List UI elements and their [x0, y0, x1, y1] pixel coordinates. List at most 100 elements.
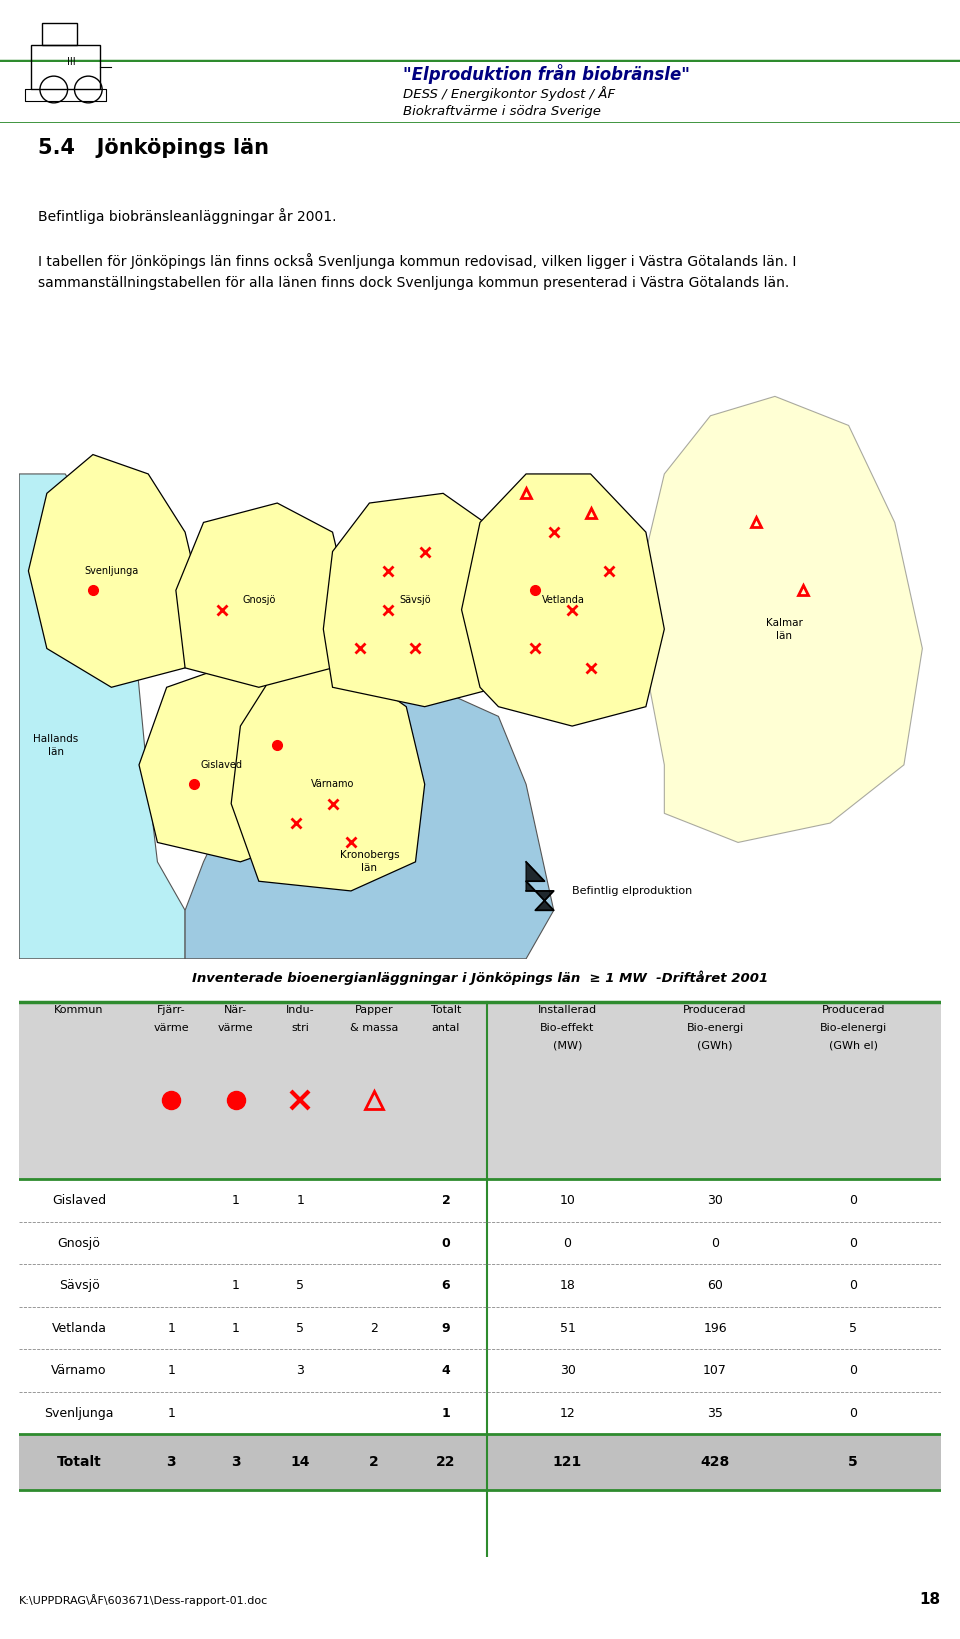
Text: (MW): (MW) [553, 1041, 582, 1051]
Text: 22: 22 [436, 1455, 456, 1469]
Text: 60: 60 [708, 1278, 723, 1292]
Polygon shape [646, 397, 923, 842]
Text: 3: 3 [166, 1455, 176, 1469]
Text: 5: 5 [849, 1455, 858, 1469]
Text: Gislaved: Gislaved [201, 760, 243, 770]
Text: 1: 1 [167, 1321, 176, 1334]
Polygon shape [19, 474, 185, 959]
Text: Värnamo: Värnamo [51, 1364, 107, 1377]
Text: 1: 1 [231, 1278, 240, 1292]
Text: 5: 5 [297, 1278, 304, 1292]
Text: Bio-effekt: Bio-effekt [540, 1023, 595, 1033]
Text: 1: 1 [297, 1195, 304, 1208]
Text: 1: 1 [167, 1406, 176, 1419]
Text: 0: 0 [850, 1364, 857, 1377]
Text: 2: 2 [370, 1321, 378, 1334]
Text: Totalt: Totalt [431, 1005, 461, 1016]
Text: antal: antal [432, 1023, 460, 1033]
Text: Gnosjö: Gnosjö [242, 595, 276, 605]
Text: 121: 121 [553, 1455, 582, 1469]
Text: 5: 5 [850, 1321, 857, 1334]
Text: 3: 3 [297, 1364, 304, 1377]
Text: 14: 14 [291, 1455, 310, 1469]
Text: Installerad: Installerad [538, 1005, 597, 1016]
Text: Gnosjö: Gnosjö [58, 1237, 101, 1249]
Text: Gislaved: Gislaved [52, 1195, 107, 1208]
Text: Sävsjö: Sävsjö [399, 595, 431, 605]
Text: III: III [67, 57, 75, 67]
Text: 0: 0 [850, 1195, 857, 1208]
Polygon shape [231, 669, 424, 892]
Text: 12: 12 [560, 1406, 575, 1419]
Text: Befintlig elproduktion: Befintlig elproduktion [572, 887, 692, 897]
Text: Totalt: Totalt [57, 1455, 102, 1469]
Text: 5.4   Jönköpings län: 5.4 Jönköpings län [38, 138, 270, 157]
Text: Hallands
län: Hallands län [34, 734, 79, 757]
Polygon shape [526, 862, 554, 910]
Text: Sävsjö: Sävsjö [59, 1278, 100, 1292]
Text: DESS / Energikontor Sydost / ÅF: DESS / Energikontor Sydost / ÅF [403, 85, 615, 100]
Text: "Elproduktion från biobränsle": "Elproduktion från biobränsle" [403, 64, 690, 84]
Text: 9: 9 [442, 1321, 450, 1334]
Text: 18: 18 [560, 1278, 575, 1292]
Polygon shape [176, 503, 351, 687]
Polygon shape [29, 454, 204, 687]
Text: 2: 2 [370, 1455, 379, 1469]
Text: Indu-: Indu- [286, 1005, 315, 1016]
Text: 30: 30 [708, 1195, 723, 1208]
Text: 6: 6 [442, 1278, 450, 1292]
Text: 0: 0 [564, 1237, 571, 1249]
Text: 1: 1 [442, 1406, 450, 1419]
Text: 4: 4 [442, 1364, 450, 1377]
Text: 18: 18 [920, 1591, 941, 1608]
Text: 10: 10 [560, 1195, 575, 1208]
Text: värme: värme [218, 1023, 253, 1033]
Text: 1: 1 [231, 1321, 240, 1334]
Polygon shape [462, 474, 664, 726]
Text: Vetlanda: Vetlanda [52, 1321, 107, 1334]
Text: stri: stri [291, 1023, 309, 1033]
Text: Svenljunga: Svenljunga [84, 565, 138, 575]
Text: 0: 0 [711, 1237, 719, 1249]
Text: Svenljunga: Svenljunga [44, 1406, 114, 1419]
Text: Biokraftvärme i södra Sverige: Biokraftvärme i södra Sverige [403, 105, 601, 118]
Text: 1: 1 [231, 1195, 240, 1208]
Text: & massa: & massa [349, 1023, 398, 1033]
Bar [19, 1003, 941, 1180]
Text: 3: 3 [231, 1455, 241, 1469]
Text: 51: 51 [560, 1321, 575, 1334]
Polygon shape [324, 493, 516, 706]
Text: K:\UPPDRAG\ÅF\603671\Dess-rapport-01.doc: K:\UPPDRAG\ÅF\603671\Dess-rapport-01.doc [19, 1593, 269, 1606]
Text: 107: 107 [703, 1364, 727, 1377]
Text: 0: 0 [850, 1278, 857, 1292]
Bar [31, 44, 100, 90]
Text: Kronobergs
län: Kronobergs län [340, 851, 399, 874]
Text: Vetlanda: Vetlanda [541, 595, 585, 605]
Text: I tabellen för Jönköpings län finns också Svenljunga kommun redovisad, vilken li: I tabellen för Jönköpings län finns ocks… [38, 252, 797, 290]
Text: När-: När- [225, 1005, 248, 1016]
Polygon shape [185, 687, 554, 959]
Text: 35: 35 [708, 1406, 723, 1419]
Text: Bio-elenergi: Bio-elenergi [820, 1023, 887, 1033]
Text: Papper: Papper [354, 1005, 394, 1016]
Bar [42, 23, 77, 44]
Text: Producerad: Producerad [684, 1005, 747, 1016]
Text: 0: 0 [442, 1237, 450, 1249]
Text: 30: 30 [560, 1364, 575, 1377]
Text: Värnamo: Värnamo [311, 779, 354, 790]
Text: Inventerade bioenergianläggningar i Jönköpings län  ≥ 1 MW  -Driftåret 2001: Inventerade bioenergianläggningar i Jönk… [192, 970, 768, 985]
Text: (GWh): (GWh) [697, 1041, 732, 1051]
Text: Kalmar
län: Kalmar län [766, 618, 803, 641]
Polygon shape [139, 669, 314, 862]
Text: Producerad: Producerad [822, 1005, 885, 1016]
Text: 0: 0 [850, 1237, 857, 1249]
Text: värme: värme [154, 1023, 189, 1033]
Text: 0: 0 [850, 1406, 857, 1419]
Bar [19, 1434, 941, 1490]
Text: (GWh el): (GWh el) [828, 1041, 877, 1051]
Text: Befintliga biobränsleanläggningar år 2001.: Befintliga biobränsleanläggningar år 200… [38, 208, 337, 225]
Text: Kommun: Kommun [55, 1005, 104, 1016]
Text: 5: 5 [297, 1321, 304, 1334]
Text: 2: 2 [442, 1195, 450, 1208]
Text: Fjärr-: Fjärr- [156, 1005, 185, 1016]
